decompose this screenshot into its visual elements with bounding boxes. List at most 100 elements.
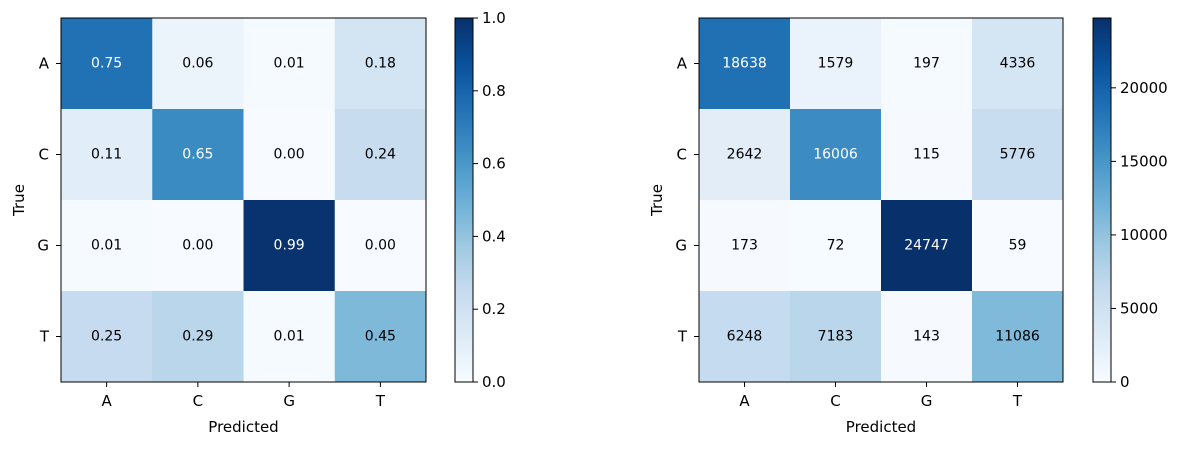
cell-value-label: 5776 <box>1000 147 1036 163</box>
colorbar-tick-label: 10000 <box>1120 226 1168 244</box>
heatmap-cell <box>790 291 882 383</box>
x-axis-label: Predicted <box>208 418 278 436</box>
cell-value-label: 115 <box>913 147 940 163</box>
cell-value-label: 16006 <box>813 147 858 163</box>
heatmap-cell <box>972 291 1064 383</box>
x-tick-label: A <box>101 392 112 410</box>
cell-value-label: 0.01 <box>274 329 305 345</box>
heatmap-cell <box>61 291 153 383</box>
cell-value-label: 0.06 <box>182 56 213 72</box>
y-tick-label: A <box>677 55 688 73</box>
colorbar-tick-label: 0.2 <box>482 300 506 318</box>
y-tick-label: C <box>39 146 49 164</box>
heatmap-cell <box>881 291 973 383</box>
cell-value-label: 1579 <box>818 56 854 72</box>
cell-value-label: 6248 <box>727 329 763 345</box>
cell-value-label: 18638 <box>722 56 767 72</box>
cell-value-label: 0.01 <box>274 56 305 72</box>
heatmap-cell <box>243 109 336 201</box>
cell-value-label: 0.00 <box>365 238 396 254</box>
x-tick-label: C <box>830 392 840 410</box>
colorbar-tick-label: 20000 <box>1120 79 1168 97</box>
cell-value-label: 0.25 <box>91 329 122 345</box>
heatmap-cell <box>972 109 1064 201</box>
heatmap-cell <box>334 109 427 201</box>
heatmap-cell <box>334 291 427 383</box>
y-tick-label: T <box>677 328 688 346</box>
colorbar-tick-label: 0 <box>1120 373 1130 391</box>
cell-value-label: 24747 <box>904 238 949 254</box>
x-tick-label: C <box>193 392 203 410</box>
cell-value-label: 0.24 <box>365 147 396 163</box>
colorbar-tick-label: 0.0 <box>482 373 506 391</box>
y-tick-label: G <box>675 237 687 255</box>
heatmap-cell <box>699 200 791 292</box>
plot-frame <box>698 17 1064 383</box>
x-tick-label: T <box>375 392 386 410</box>
cell-value-label: 72 <box>827 238 845 254</box>
heatmap-cell <box>790 109 882 201</box>
cell-value-label: 0.18 <box>365 56 396 72</box>
y-axis-label: True <box>10 184 28 217</box>
heatmap-cell <box>790 18 882 110</box>
cell-value-label: 0.11 <box>91 147 122 163</box>
heatmap-cell <box>881 200 973 292</box>
cell-value-label: 2642 <box>727 147 763 163</box>
colorbar-tick-label: 1.0 <box>482 9 506 27</box>
colorbar <box>1092 17 1112 383</box>
heatmap-cell <box>61 200 153 292</box>
cell-value-label: 0.00 <box>182 238 213 254</box>
heatmap-cell <box>334 18 427 110</box>
cell-value-label: 173 <box>731 238 758 254</box>
x-tick-label: G <box>921 392 933 410</box>
heatmap-cell <box>699 18 791 110</box>
colorbar <box>454 17 474 383</box>
colorbar-tick-label: 0.6 <box>482 155 506 173</box>
heatmap-cell <box>790 200 882 292</box>
heatmap-cell <box>152 109 244 201</box>
x-tick-label: G <box>283 392 295 410</box>
heatmap-cell <box>61 109 153 201</box>
plot-frame <box>60 17 427 383</box>
heatmap-cell <box>334 200 427 292</box>
heatmap-cell <box>152 200 244 292</box>
heatmap-cell <box>881 109 973 201</box>
colorbar-tick-label: 5000 <box>1120 299 1158 317</box>
y-tick-label: C <box>677 146 687 164</box>
cell-value-label: 7183 <box>818 329 854 345</box>
heatmap-cell <box>152 18 244 110</box>
heatmap-cell <box>243 18 336 110</box>
heatmap-cell <box>61 18 153 110</box>
cell-value-label: 143 <box>913 329 940 345</box>
normalized-confusion-matrix-panel: 0.75 0.06 0.01 0.180.11 0.65 0.00 0.240.01 0.00… <box>10 9 506 436</box>
x-tick-label: A <box>739 392 750 410</box>
x-axis-label: Predicted <box>846 418 916 436</box>
heatmap-cell <box>881 18 973 110</box>
colorbar-tick-label: 15000 <box>1120 152 1168 170</box>
y-tick-label: G <box>37 237 49 255</box>
y-axis-label: True <box>648 184 666 217</box>
count-confusion-matrix-panel: 18638 1579 197 4336 2642 16006 115 5776 173 72 247… <box>648 17 1168 436</box>
heatmap-cell <box>243 291 336 383</box>
colorbar-tick-label: 0.8 <box>482 82 506 100</box>
cell-value-label: 4336 <box>1000 56 1036 72</box>
cell-value-label: 0.00 <box>274 147 305 163</box>
x-tick-label: T <box>1012 392 1023 410</box>
y-tick-label: T <box>39 328 50 346</box>
cell-value-label: 0.01 <box>91 238 122 254</box>
cell-value-label: 0.29 <box>182 329 213 345</box>
colorbar-tick-label: 0.4 <box>482 227 506 245</box>
cell-value-label: 0.65 <box>182 147 213 163</box>
cell-value-label: 11086 <box>995 329 1040 345</box>
heatmap-cell <box>699 109 791 201</box>
cell-value-label: 0.45 <box>365 329 396 345</box>
heatmap-cell <box>152 291 244 383</box>
y-tick-label: A <box>39 55 50 73</box>
cell-value-label: 59 <box>1009 238 1027 254</box>
cell-value-label: 0.99 <box>274 238 305 254</box>
heatmap-cell <box>972 200 1064 292</box>
heatmap-cell <box>243 200 336 292</box>
heatmap-cell <box>972 18 1064 110</box>
heatmap-cell <box>699 291 791 383</box>
